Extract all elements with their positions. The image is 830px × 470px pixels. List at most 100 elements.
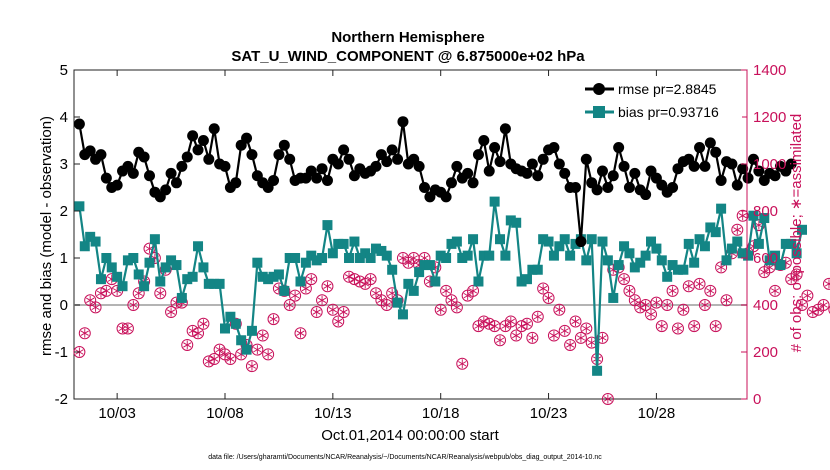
obs-count-point	[111, 284, 124, 297]
obs-assimilated-star-stroke	[582, 325, 591, 332]
rmse-point	[526, 158, 538, 170]
bias-point	[770, 250, 781, 261]
obs-count-point	[698, 299, 711, 311]
obs-assimilated-star-stroke	[210, 356, 219, 362]
obs-possible-circle	[321, 280, 334, 293]
obs-count-point	[127, 299, 140, 311]
obs-count-markers	[73, 209, 830, 405]
obs-count-point	[520, 317, 533, 330]
obs-possible-circle	[89, 301, 102, 314]
bias-point	[559, 234, 570, 245]
obs-possible-circle	[73, 346, 86, 358]
obs-possible-circle	[316, 294, 329, 307]
obs-assimilated-star-stroke	[220, 351, 230, 357]
bias-point	[263, 274, 274, 285]
bias-point	[381, 250, 392, 261]
obs-assimilated-star-stroke	[792, 271, 801, 278]
obs-possible-circle	[256, 329, 269, 342]
obs-possible-circle	[736, 209, 749, 222]
obs-possible-circle	[693, 277, 706, 290]
obs-possible-circle	[558, 324, 571, 337]
obs-possible-circle	[655, 320, 668, 333]
obs-count-point	[542, 291, 555, 304]
x-tick-label: 10/28	[638, 405, 676, 422]
obs-assimilated-star-stroke	[269, 316, 278, 322]
obs-possible-circle	[688, 320, 701, 333]
bias-point	[656, 255, 667, 266]
obs-assimilated-star-stroke	[565, 342, 575, 348]
rmse-point	[413, 160, 425, 172]
rmse-point	[316, 163, 328, 175]
obs-assimilated-star-stroke	[183, 342, 192, 348]
bias-point	[279, 285, 290, 296]
bias-point	[635, 257, 646, 268]
bias-point	[182, 274, 193, 285]
obs-count-point	[224, 353, 237, 366]
obs-possible-circle	[504, 315, 517, 328]
obs-count-point	[364, 273, 377, 286]
obs-assimilated-star-stroke	[166, 309, 176, 315]
bias-point	[408, 285, 419, 296]
rmse-point	[332, 158, 344, 170]
bias-point	[117, 281, 128, 292]
rmse-point	[246, 149, 258, 161]
bias-point	[797, 224, 808, 235]
obs-possible-circle	[364, 273, 377, 286]
rmse-point	[575, 236, 587, 248]
bias-point	[268, 271, 279, 282]
bias-point	[441, 253, 452, 263]
rmse-point	[548, 142, 560, 154]
obs-count-point	[645, 308, 658, 321]
obs-count-point	[299, 282, 312, 295]
obs-count-point	[132, 287, 145, 300]
rmse-point	[127, 167, 139, 179]
bias-point	[252, 257, 263, 268]
rmse-point	[187, 130, 199, 142]
obs-count-point	[380, 299, 393, 311]
bias-point	[732, 236, 743, 247]
obs-assimilated-star-stroke	[134, 290, 143, 296]
obs-possible-circle	[154, 287, 167, 300]
bias-point	[392, 297, 403, 308]
bias-point	[538, 234, 549, 245]
obs-count-point	[305, 273, 318, 286]
bias-point	[106, 262, 117, 273]
obs-assimilated-star-stroke	[123, 325, 133, 332]
bias-point	[624, 248, 635, 259]
obs-count-point	[294, 327, 307, 340]
obs-assimilated-star-stroke	[215, 347, 224, 353]
obs-assimilated-star-stroke	[409, 255, 418, 261]
obs-count-point	[801, 289, 814, 302]
y-right-tick-label: 600	[753, 250, 778, 267]
obs-assimilated-star-stroke	[253, 347, 262, 353]
obs-count-point	[715, 261, 728, 274]
obs-assimilated-star-stroke	[587, 339, 596, 346]
obs-count-point	[456, 357, 469, 370]
rmse-point	[338, 144, 350, 156]
obs-assimilated-star-stroke	[512, 332, 521, 339]
legend-bias-marker	[593, 106, 605, 118]
obs-count-point	[251, 343, 264, 356]
obs-possible-circle	[671, 322, 684, 335]
obs-assimilated-star-stroke	[797, 302, 807, 308]
obs-assimilated-star-stroke	[706, 288, 715, 294]
obs-assimilated-star-stroke	[328, 307, 337, 313]
obs-assimilated-star-stroke	[436, 307, 445, 313]
obs-possible-circle	[661, 299, 674, 311]
obs-assimilated-star-stroke	[290, 292, 300, 299]
rmse-point	[451, 160, 463, 172]
rmse-point	[219, 160, 231, 172]
obs-assimilated-star-stroke	[630, 297, 639, 303]
bias-point	[365, 253, 376, 263]
obs-count-point	[154, 287, 167, 300]
bias-point	[79, 241, 90, 252]
bias-point	[521, 274, 532, 285]
obs-possible-circle	[283, 299, 296, 311]
rmse-point	[321, 174, 333, 186]
obs-count-point	[283, 299, 296, 311]
obs-assimilated-star-stroke	[317, 297, 327, 303]
bias-point	[403, 278, 414, 289]
bias-point	[370, 243, 381, 254]
rmse-point	[462, 167, 474, 179]
rmse-point	[165, 167, 177, 179]
